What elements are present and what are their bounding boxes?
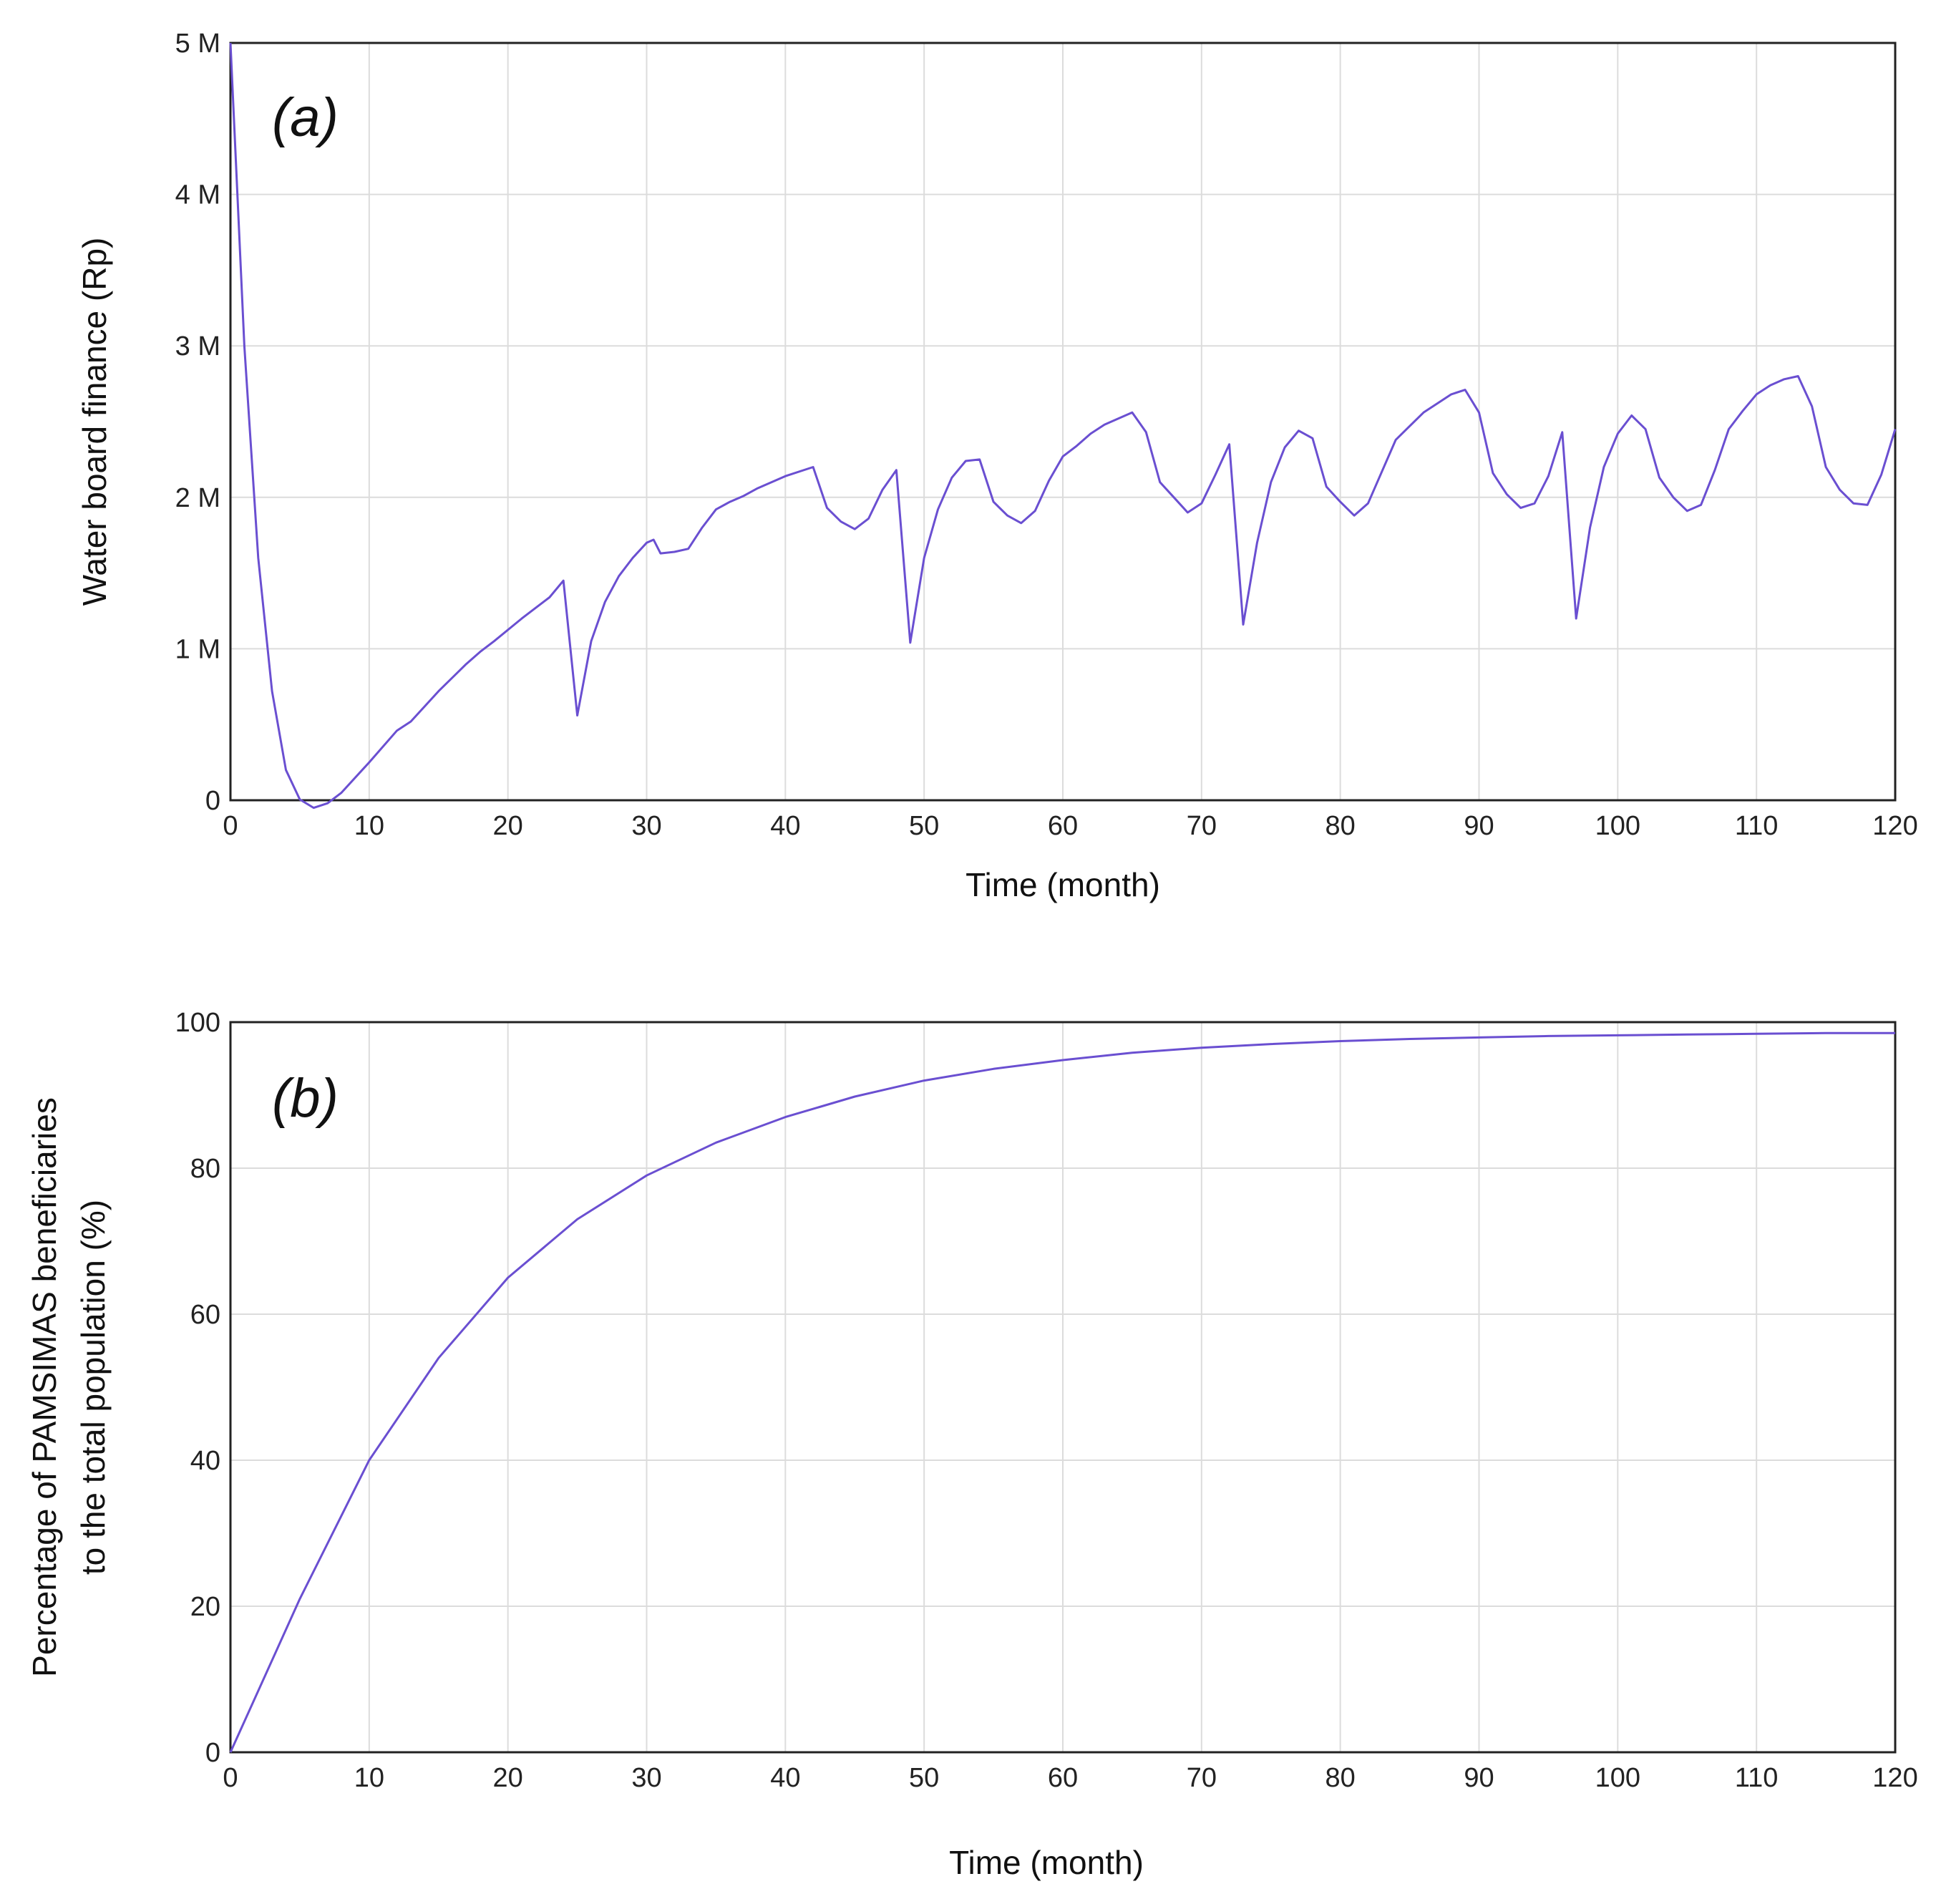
panel-a-y-axis-label: Water board finance (Rp) [76, 238, 113, 606]
panel-b-y-ticks: 0 20 40 60 80 100 [175, 1008, 220, 1768]
panel-a-y-tick-label: 5 M [175, 29, 220, 59]
panel-a-x-axis-label: Time (month) [965, 866, 1160, 903]
panel-a-y-tick-label: 2 M [175, 483, 220, 513]
panel-a-x-tick-label: 100 [1595, 811, 1640, 841]
panel-a-x-tick-label: 60 [1048, 811, 1078, 841]
panel-a-x-tick-label: 20 [493, 811, 523, 841]
chart-panel-b: 0 10 20 30 40 50 60 70 80 90 100 110 120 0 20 40 60 80 10… [26, 1008, 1918, 1881]
panel-b-x-tick-label: 40 [770, 1763, 800, 1793]
panel-b-x-tick-label: 80 [1325, 1763, 1356, 1793]
panel-b-x-tick-label: 110 [1735, 1763, 1779, 1793]
panel-a-x-tick-label: 70 [1187, 811, 1217, 841]
panel-b-series-line [229, 1031, 1895, 1753]
panel-b-x-tick-label: 30 [631, 1763, 661, 1793]
panel-b-y-tick-label: 60 [190, 1300, 220, 1330]
panel-a-x-tick-label: 110 [1735, 811, 1779, 841]
panel-b-y-tick-label: 100 [175, 1008, 220, 1038]
panel-a-grid [230, 43, 1895, 800]
panel-a-x-tick-label: 120 [1872, 811, 1917, 841]
panel-b-x-tick-label: 100 [1595, 1763, 1640, 1793]
panel-a-x-tick-label: 50 [909, 811, 939, 841]
panel-a-x-tick-label: 80 [1325, 811, 1356, 841]
panel-a-x-ticks: 0 10 20 30 40 50 60 70 80 90 100 110 120 [223, 811, 1917, 841]
panel-b-y-axis-label-line-1: Percentage of PAMSIMAS beneficiaries [26, 1097, 63, 1677]
panel-a-plot-frame [229, 42, 1897, 802]
panel-b-y-tick-label: 0 [205, 1738, 220, 1768]
panel-a-x-tick-label: 10 [354, 811, 384, 841]
panel-b-x-tick-label: 70 [1187, 1763, 1217, 1793]
panel-b-plot-frame [229, 1021, 1897, 1754]
panel-b-x-tick-label: 60 [1048, 1763, 1078, 1793]
panel-b-y-tick-label: 80 [190, 1154, 220, 1184]
panel-a-x-tick-label: 30 [631, 811, 661, 841]
panel-a-series [229, 42, 1897, 810]
panel-b-y-axis-label-line-2: to the total population (%) [74, 1200, 112, 1575]
panel-a-x-tick-label: 90 [1464, 811, 1494, 841]
chart-panel-a: 0 10 20 30 40 50 60 70 80 90 100 110 120 0 1 M 2 M 3 M 4… [76, 29, 1918, 903]
panel-b-x-tick-label: 90 [1464, 1763, 1494, 1793]
panel-b-x-tick-label: 0 [223, 1763, 238, 1793]
panel-b-x-tick-label: 20 [493, 1763, 523, 1793]
panel-b-x-tick-label: 10 [354, 1763, 384, 1793]
panel-a-x-tick-label: 0 [223, 811, 238, 841]
panel-a-y-tick-label: 3 M [175, 331, 220, 361]
panel-b-x-ticks: 0 10 20 30 40 50 60 70 80 90 100 110 120 [223, 1763, 1917, 1793]
panel-b-y-tick-label: 40 [190, 1446, 220, 1476]
panel-b-label: (b) [272, 1068, 339, 1129]
panel-a-series-line [229, 42, 1897, 810]
panel-b-x-axis-label: Time (month) [949, 1844, 1144, 1881]
panel-a-y-ticks: 0 1 M 2 M 3 M 4 M 5 M [175, 29, 220, 816]
panel-b-grid [230, 1022, 1895, 1752]
panel-b-series [229, 1031, 1895, 1753]
panel-a-y-tick-label: 4 M [175, 180, 220, 210]
panel-a-label: (a) [272, 87, 339, 148]
panel-a-y-tick-label: 0 [205, 786, 220, 816]
panel-b-x-tick-label: 120 [1872, 1763, 1917, 1793]
panel-b-y-tick-label: 20 [190, 1592, 220, 1622]
panel-a-x-tick-label: 40 [770, 811, 800, 841]
panel-a-y-tick-label: 1 M [175, 634, 220, 664]
panel-b-x-tick-label: 50 [909, 1763, 939, 1793]
